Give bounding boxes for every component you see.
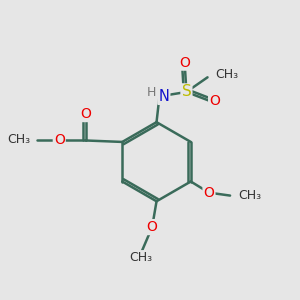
Text: O: O — [80, 107, 91, 121]
Text: CH₃: CH₃ — [216, 68, 239, 81]
Text: S: S — [182, 85, 191, 100]
Text: CH₃: CH₃ — [238, 189, 261, 202]
Text: CH₃: CH₃ — [8, 134, 31, 146]
Text: H: H — [147, 86, 156, 99]
Text: O: O — [54, 134, 65, 148]
Text: CH₃: CH₃ — [129, 251, 152, 264]
Text: O: O — [203, 186, 214, 200]
Text: O: O — [179, 56, 191, 70]
Text: N: N — [158, 89, 169, 104]
Text: O: O — [209, 94, 220, 108]
Text: O: O — [147, 220, 158, 234]
